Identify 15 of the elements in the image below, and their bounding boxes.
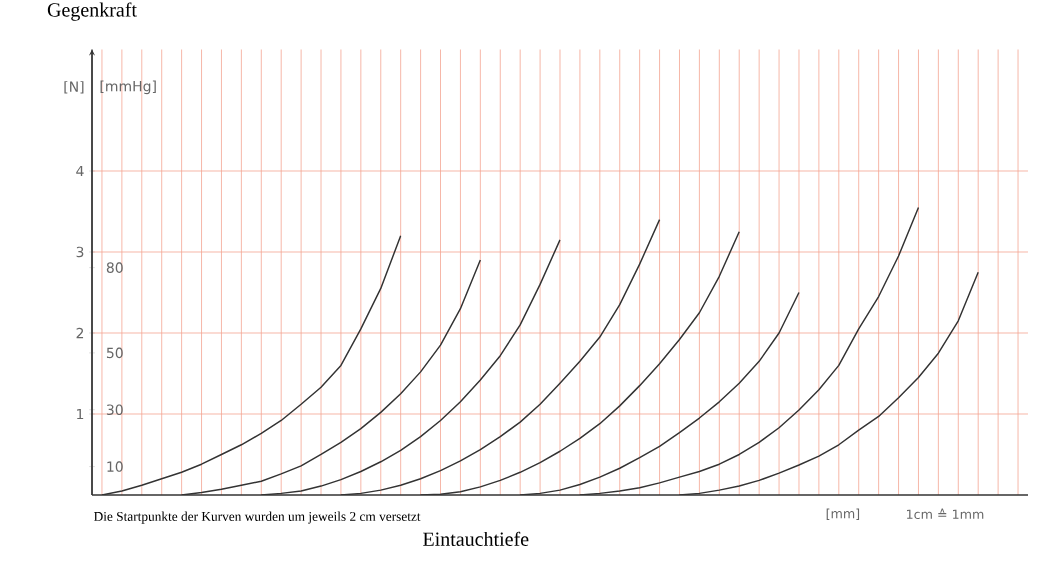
y-tick-label: 2 — [76, 327, 84, 339]
y2-tick-label: 80 — [106, 262, 123, 273]
x-axis-title: Eintauchtiefe — [423, 531, 529, 546]
text: Die Startpunkte der Kurven wurden um jeweils 2 cm versetzt — [93, 511, 421, 524]
y-axis-title: [N] — [64, 81, 84, 94]
y2-tick-label: 50 — [106, 347, 123, 359]
text: 1cm ≙ 1mm — [907, 508, 984, 520]
y-tick-label: 4 — [76, 165, 84, 177]
y2-axis-title: [mmHg] — [100, 80, 156, 95]
chart-title: Gegenkraft — [47, 2, 137, 21]
y2-tick-label: 10 — [107, 461, 123, 472]
y-tick-label: 3 — [76, 246, 84, 258]
y2-tick-label: 30 — [106, 404, 123, 416]
text: [mm] — [826, 508, 860, 520]
y-tick-label: 1 — [77, 408, 84, 420]
